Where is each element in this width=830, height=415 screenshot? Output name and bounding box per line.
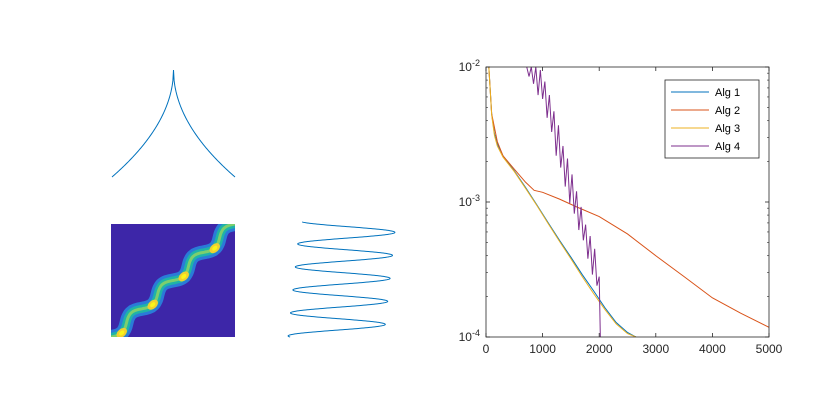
series-layer xyxy=(488,67,769,337)
x-tick-label: 5000 xyxy=(756,342,783,356)
x-tick-label: 4000 xyxy=(699,342,726,356)
legend-label: Alg 1 xyxy=(715,87,740,99)
x-tick-label: 3000 xyxy=(642,342,669,356)
convergence-plot: 0 1000 2000 3000 4000 5000 10-2 10-3 10-4 Alg 1… xyxy=(459,58,783,356)
x-tick-label: 0 xyxy=(483,342,490,356)
legend: Alg 1 Alg 2 Alg 3 Alg 4 xyxy=(664,79,760,159)
legend-label: Alg 2 xyxy=(715,105,740,117)
x-tick-label: 2000 xyxy=(586,342,613,356)
zigzag-sine-curve xyxy=(287,221,396,338)
y-tick-label: 10-3 xyxy=(459,193,480,209)
cusp-line xyxy=(111,69,236,178)
heatmap-node-core xyxy=(181,273,187,279)
legend-label: Alg 3 xyxy=(715,123,740,135)
diagonal-heatmap xyxy=(111,224,235,337)
series-line-alg-3 xyxy=(488,67,637,337)
series-line-alg-2 xyxy=(488,67,769,328)
zigzag-line xyxy=(287,221,396,338)
legend-box xyxy=(664,79,760,159)
legend-label: Alg 4 xyxy=(715,141,740,153)
x-axis-ticks: 0 1000 2000 3000 4000 5000 xyxy=(483,67,783,356)
series-line-alg-4 xyxy=(526,67,601,337)
y-tick-label: 10-2 xyxy=(459,58,480,74)
heatmap-node-core xyxy=(150,302,156,308)
y-axis-ticks: 10-2 10-3 10-4 xyxy=(459,58,769,344)
y-tick-label: 10-4 xyxy=(459,328,480,344)
heatmap-node-core xyxy=(212,245,218,251)
x-tick-label: 1000 xyxy=(529,342,556,356)
cusp-curve-plot xyxy=(111,69,236,178)
heatmap-node-core xyxy=(119,330,125,336)
